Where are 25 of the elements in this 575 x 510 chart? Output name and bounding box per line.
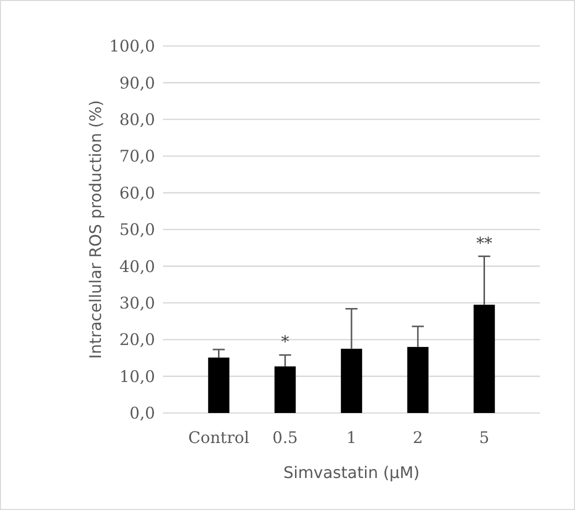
x-tick-label: 5: [479, 428, 490, 447]
y-tick-label: 100,0: [109, 36, 155, 56]
y-tick-label: 60,0: [119, 183, 155, 202]
x-tick-label: 2: [412, 428, 423, 447]
y-tick-label: 10,0: [119, 366, 155, 386]
annotation: *: [281, 332, 290, 352]
bar: [407, 346, 428, 413]
y-tick-label: 0,0: [130, 404, 155, 423]
annotation: **: [476, 233, 492, 252]
bar: [340, 348, 362, 413]
y-tick-label: 80,0: [119, 110, 155, 129]
y-tick-label: 40,0: [119, 256, 155, 276]
bar: [274, 366, 296, 413]
x-tick-label: 1: [346, 428, 357, 447]
y-tick-label: 50,0: [119, 220, 155, 240]
bar: [474, 304, 495, 413]
y-tick-label: 90,0: [119, 73, 155, 92]
x-tick-label: 0.5: [272, 428, 298, 447]
y-tick-label: 30,0: [119, 294, 155, 312]
y-tick-label: 70,0: [119, 146, 155, 166]
bar: [208, 358, 230, 413]
x-tick-label: Control: [188, 428, 250, 447]
y-axis-title: Intracellular ROS production (%): [86, 100, 105, 359]
y-tick-label: 20,0: [119, 330, 155, 350]
x-axis-title: Simvastatin (µM): [283, 463, 420, 482]
